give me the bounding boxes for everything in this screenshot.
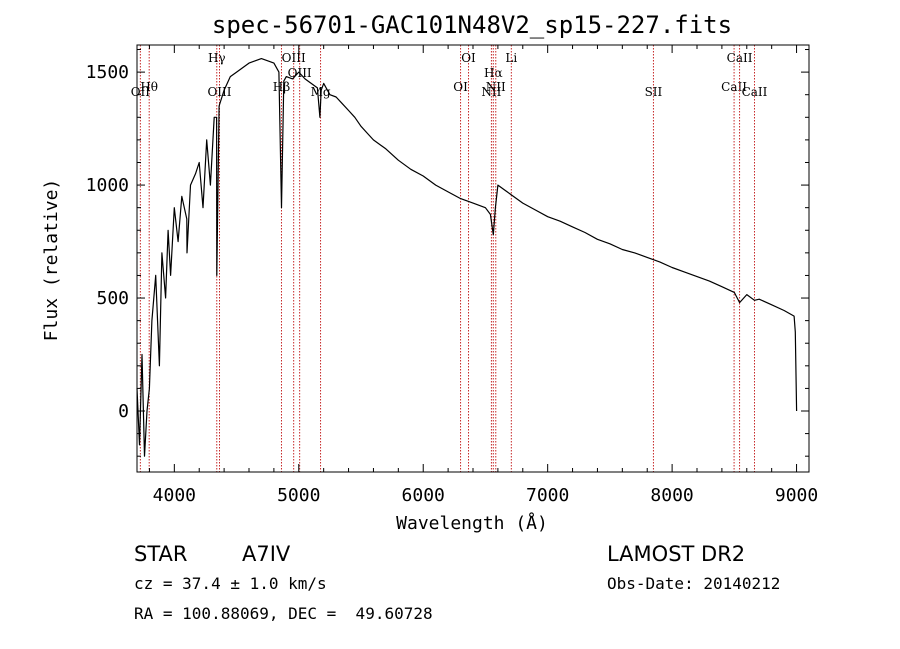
y-tick-label: 500 bbox=[96, 288, 129, 309]
line-marker-label: Hβ bbox=[273, 80, 290, 94]
line-marker-label: CaII bbox=[721, 80, 747, 94]
chart-title: spec-56701-GAC101N48V2_sp15-227.fits bbox=[212, 11, 732, 39]
ra-dec-coordinates: RA = 100.88069, DEC = 49.60728 bbox=[134, 604, 433, 623]
line-marker-label: CaII bbox=[742, 85, 768, 99]
axis-layer: 4000 5000 6000 7000 8000 9000 0 500 1000 1500 bbox=[86, 45, 818, 506]
line-marker-label: OIII bbox=[282, 51, 306, 65]
y-tick-label: 1000 bbox=[86, 175, 129, 196]
observation-date: Obs-Date: 20140212 bbox=[607, 574, 781, 593]
line-marker-label: Hγ bbox=[208, 51, 226, 65]
spectrum-series bbox=[136, 57, 798, 457]
y-tick-label: 0 bbox=[118, 401, 129, 422]
x-tick-label: 7000 bbox=[526, 485, 569, 506]
line-marker-label: OIII bbox=[207, 85, 231, 99]
line-marker-label: Hθ bbox=[140, 80, 158, 94]
line-marker-label: CaII bbox=[727, 51, 753, 65]
line-marker-label: NII bbox=[481, 85, 501, 99]
x-tick-label: 9000 bbox=[775, 485, 818, 506]
plot-layer bbox=[136, 57, 798, 457]
y-tick-label: 1500 bbox=[86, 62, 129, 83]
line-marker-label: OI bbox=[461, 51, 476, 65]
line-marker-label: OII bbox=[131, 85, 151, 99]
x-axis-label: Wavelength (Å) bbox=[396, 512, 548, 534]
line-marker-label: Li bbox=[505, 51, 517, 65]
line-marker-label: SII bbox=[645, 85, 663, 99]
redshift-cz: cz = 37.4 ± 1.0 km/s bbox=[134, 574, 327, 593]
survey-name: LAMOST DR2 bbox=[607, 542, 746, 566]
line-marker-label: NII bbox=[486, 80, 506, 94]
line-marker-label: OI bbox=[453, 80, 468, 94]
object-subclass: A7IV bbox=[242, 542, 291, 566]
x-tick-label: 6000 bbox=[402, 485, 445, 506]
y-axis-label: Flux (relative) bbox=[41, 179, 62, 342]
line-marker-label: Hα bbox=[484, 66, 503, 80]
object-class: STAR bbox=[134, 542, 188, 566]
x-tick-label: 4000 bbox=[153, 485, 196, 506]
plot-frame bbox=[136, 44, 810, 473]
x-tick-label: 8000 bbox=[650, 485, 693, 506]
x-tick-label: 5000 bbox=[277, 485, 320, 506]
